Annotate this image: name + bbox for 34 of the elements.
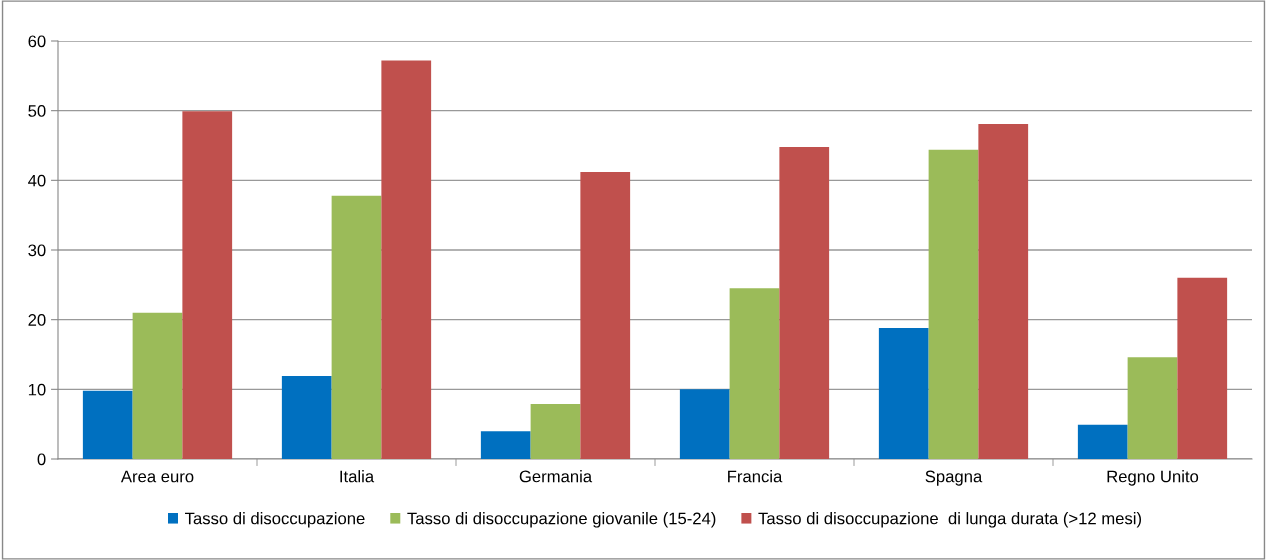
y-tick-label: 30 — [28, 244, 46, 257]
y-tick-label: 20 — [28, 314, 46, 326]
bar — [878, 328, 929, 459]
legend-label: Tasso di disoccupazione giovanile (15-24) — [407, 512, 716, 528]
y-tick-label: 50 — [28, 105, 46, 117]
bar — [132, 312, 183, 459]
bar — [978, 123, 1029, 459]
bar — [381, 60, 432, 459]
y-tick-label: 40 — [28, 174, 46, 187]
bar — [480, 431, 531, 459]
bar — [1077, 424, 1128, 459]
legend-label: Tasso di disoccupazione di lunga durata (>12 mesi) — [758, 512, 1142, 528]
bar — [1127, 357, 1178, 459]
bar — [331, 195, 382, 459]
x-tick-label: Regno Unito — [1107, 470, 1199, 486]
bar — [1177, 277, 1228, 459]
x-tick-label: Area euro — [120, 470, 194, 483]
legend-label: Tasso di disoccupazione — [185, 512, 365, 528]
x-tick-label: Spagna — [925, 470, 983, 486]
bar — [679, 389, 730, 459]
y-tick-label: 0 — [37, 453, 46, 466]
x-tick-label: Francia — [728, 470, 783, 483]
bar — [928, 149, 979, 459]
y-tick-label: 60 — [28, 35, 46, 48]
x-tick-label: Italia — [340, 470, 375, 483]
bar — [530, 403, 581, 459]
y-tick-label: 10 — [28, 383, 46, 396]
bar — [729, 288, 780, 459]
x-tick-label: Germania — [519, 470, 593, 483]
bar — [182, 111, 233, 459]
bar — [580, 171, 631, 459]
bar — [281, 376, 332, 459]
bar — [82, 390, 133, 459]
bar — [779, 146, 830, 459]
